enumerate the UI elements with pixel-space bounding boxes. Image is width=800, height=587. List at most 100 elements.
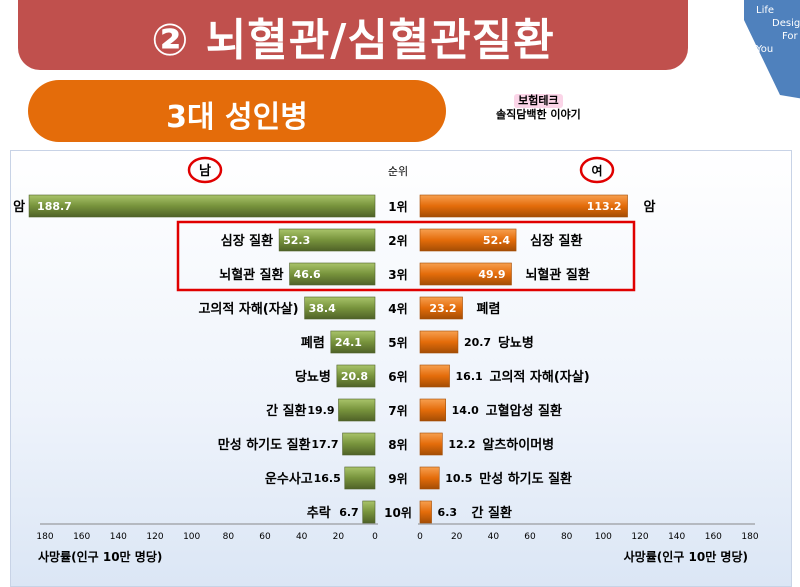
highlight-box [176, 220, 636, 292]
male-bar [342, 432, 376, 456]
female-value-label: 52.4 [483, 234, 510, 247]
rank-label: 3위 [388, 268, 407, 282]
male-value-label: 16.5 [314, 472, 341, 485]
female-bar [419, 262, 512, 286]
male-x-tick-label: 40 [296, 532, 308, 542]
female-value-label: 20.7 [464, 336, 491, 349]
logo-line: For [782, 31, 798, 42]
male-bar [28, 194, 376, 218]
female-x-tick-label: 140 [668, 532, 685, 542]
female-x-tick-label: 120 [631, 532, 648, 542]
male-category-label: 암 [13, 199, 25, 215]
female-category-label: 당뇨병 [498, 335, 534, 351]
female-x-tick-label: 180 [741, 532, 758, 542]
male-bar [289, 262, 376, 286]
rank-label: 1위 [388, 200, 407, 214]
female-x-tick-label: 80 [561, 532, 573, 542]
male-category-label: 당뇨병 [295, 369, 331, 385]
female-category-label: 암 [644, 199, 656, 215]
male-value-label: 24.1 [335, 336, 362, 349]
female-bar [419, 466, 440, 490]
male-x-axis-label: 사망률(인구 10만 명당) [38, 549, 162, 564]
title-banner: ② 뇌혈관/심혈관질환 [18, 0, 688, 70]
subtitle-pill: 3대 성인병 [28, 80, 446, 142]
rank-label: 9위 [388, 472, 407, 486]
logo-line: You [756, 44, 774, 55]
logo-line: Desig [772, 18, 800, 29]
male-header: 남 [199, 163, 211, 179]
male-bar [338, 398, 376, 422]
female-value-label: 6.3 [438, 506, 458, 519]
female-bar [419, 432, 443, 456]
male-x-tick-label: 100 [183, 532, 200, 542]
male-category-label: 폐렴 [301, 336, 325, 351]
male-x-tick-label: 180 [36, 532, 53, 542]
male-value-label: 20.8 [341, 370, 368, 383]
logo-line: Life [756, 5, 775, 16]
male-value-label: 52.3 [283, 234, 310, 247]
male-bar [278, 228, 376, 252]
female-bar [419, 330, 459, 354]
female-x-tick-label: 20 [451, 532, 463, 542]
male-bar [330, 330, 376, 354]
female-value-label: 23.2 [429, 302, 456, 315]
female-value-label: 12.2 [448, 438, 475, 451]
page-title: ② 뇌혈관/심혈관질환 [151, 15, 555, 66]
female-x-tick-label: 60 [524, 532, 536, 542]
logo-shape [744, 0, 800, 99]
badge-line-2: 솔직담백한 이야기 [496, 108, 581, 121]
female-x-tick-label: 100 [595, 532, 612, 542]
female-x-axis-label: 사망률(인구 10만 명당) [624, 549, 748, 564]
male-value-label: 19.9 [307, 404, 334, 417]
female-bar [419, 228, 517, 252]
male-x-tick-label: 120 [146, 532, 163, 542]
male-x-tick-label: 140 [110, 532, 127, 542]
female-category-label: 알츠하이머병 [482, 437, 554, 453]
male-x-tick-label: 20 [333, 532, 345, 542]
female-header-circle [579, 156, 615, 184]
male-header-circle [187, 156, 223, 184]
male-category-label: 간 질환 [266, 403, 306, 419]
male-value-label: 17.7 [311, 438, 338, 451]
female-category-label: 심장 질환 [530, 233, 582, 249]
rank-label: 5위 [388, 336, 407, 350]
male-bar [304, 296, 376, 320]
female-bar [419, 194, 628, 218]
female-bar [419, 364, 450, 388]
male-category-label: 뇌혈관 질환 [219, 267, 283, 283]
badge: 보험테크 솔직담백한 이야기 [496, 94, 581, 122]
female-category-label: 만성 하기도 질환 [479, 471, 572, 487]
male-bar [344, 466, 376, 490]
female-category-label: 폐렴 [477, 302, 501, 317]
male-category-label: 고의적 자해(자살) [198, 301, 298, 317]
female-category-label: 고혈압성 질환 [486, 403, 562, 419]
female-x-tick-label: 160 [705, 532, 722, 542]
female-x-tick-label: 40 [488, 532, 500, 542]
female-value-label: 14.0 [452, 404, 479, 417]
male-category-label: 추락 [307, 505, 331, 521]
female-bar [419, 500, 432, 524]
male-category-label: 만성 하기도 질환 [218, 437, 311, 453]
badge-line-1: 보험테크 [514, 94, 563, 108]
female-category-label: 간 질환 [472, 505, 512, 521]
rank-header: 순위 [388, 165, 408, 178]
male-bar [362, 500, 376, 524]
rank-label: 8위 [388, 438, 407, 452]
male-value-label: 38.4 [309, 302, 336, 315]
female-bar [419, 296, 463, 320]
male-x-tick-label: 60 [259, 532, 271, 542]
rank-label: 6위 [388, 370, 407, 384]
male-x-tick-label: 80 [223, 532, 235, 542]
rank-label: 2위 [388, 234, 407, 248]
rank-label: 4위 [388, 302, 407, 316]
rank-label: 10위 [384, 506, 412, 520]
male-category-label: 운수사고 [265, 471, 313, 487]
subtitle: 3대 성인병 [166, 100, 308, 135]
male-value-label: 188.7 [37, 200, 72, 213]
female-value-label: 10.5 [445, 472, 472, 485]
female-value-label: 16.1 [456, 370, 483, 383]
male-bar [336, 364, 376, 388]
female-category-label: 뇌혈관 질환 [525, 267, 589, 283]
male-value-label: 46.6 [294, 268, 321, 281]
